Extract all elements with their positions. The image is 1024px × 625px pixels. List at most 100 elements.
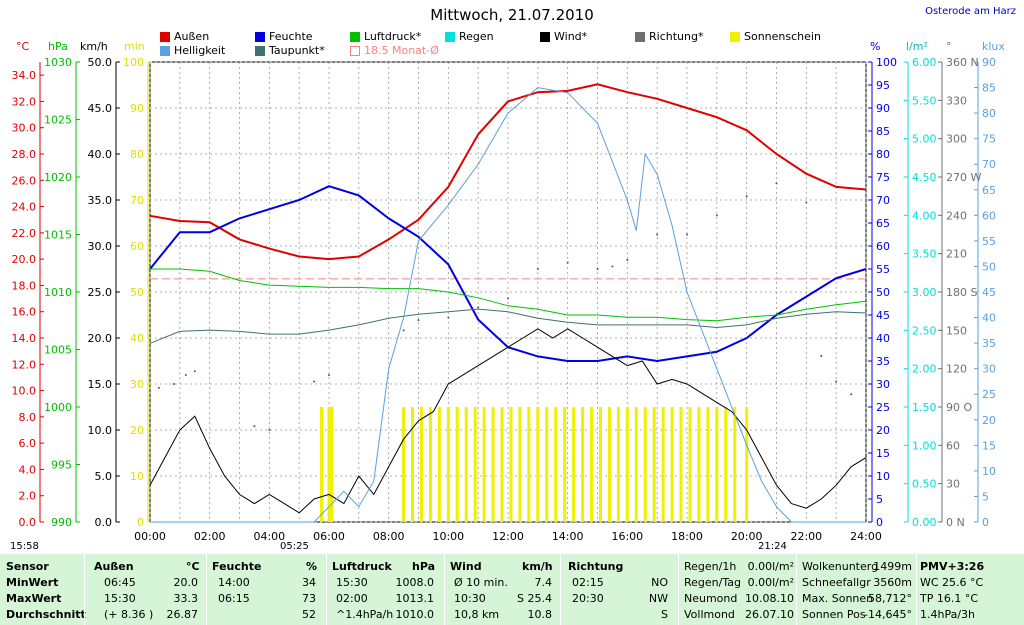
tick-label-klux: 85 bbox=[982, 82, 996, 95]
pmv-value: TP 16.1 °C bbox=[920, 592, 979, 605]
legend-label: Sonnenschein bbox=[744, 30, 821, 43]
sky-value: 1499m bbox=[873, 560, 912, 573]
weather-chart: 00:00 02:00 04:00 06:00 08:00 10:00 12:00 14:00… bbox=[12, 56, 997, 543]
tick-label-press: 1005 bbox=[44, 344, 72, 357]
direction-point bbox=[566, 261, 569, 264]
legend-swatch bbox=[255, 31, 265, 42]
chart-title: Mittwoch, 21.07.2010 bbox=[430, 6, 594, 24]
tick-label-pct: 90 bbox=[876, 102, 890, 115]
tick-label-rain: 4.00 bbox=[912, 209, 937, 222]
tick-label-temp: 2.0 bbox=[19, 490, 37, 503]
summary-cell-label: MinWert bbox=[6, 576, 59, 589]
summary-cell-l_time: 02:00 bbox=[336, 592, 368, 605]
hdr-wind: Wind bbox=[450, 560, 482, 573]
legend-item: Richtung* bbox=[635, 30, 703, 43]
direction-point bbox=[611, 265, 614, 268]
legend-label: Außen bbox=[174, 30, 210, 43]
unit-min: min bbox=[124, 40, 145, 53]
rain-moon-label: Neumond bbox=[684, 592, 738, 605]
summary-cell-l_val: 1010.0 bbox=[395, 608, 435, 621]
tick-label-dir: 0 N bbox=[946, 516, 965, 529]
tick-label-pct: 20 bbox=[876, 424, 890, 437]
summary-cell-f_val: 52 bbox=[302, 608, 316, 621]
direction-point bbox=[328, 374, 330, 377]
legend-label: Feuchte bbox=[269, 30, 313, 43]
summary-cell-w_val: S 25.4 bbox=[517, 592, 552, 605]
pmv-value: WC 25.6 °C bbox=[920, 576, 984, 589]
legend-label: 18.5 Monat-Ø bbox=[364, 44, 439, 57]
tick-label-rain: 2.50 bbox=[912, 324, 937, 337]
legend-swatch bbox=[350, 31, 360, 42]
direction-point bbox=[745, 195, 748, 198]
tick-label-press: 990 bbox=[51, 516, 72, 529]
tick-label-rain: 3.00 bbox=[912, 286, 937, 299]
sunrise-time: 05:25 bbox=[280, 541, 309, 552]
tick-label-klux: 65 bbox=[982, 184, 996, 197]
sky-label: Max. Sonnen bbox=[802, 592, 874, 605]
direction-point bbox=[715, 214, 718, 217]
sky-value: 58,712° bbox=[868, 592, 912, 605]
x-tick-label: 00:00 bbox=[134, 530, 166, 543]
tick-label-min: 100 bbox=[123, 56, 144, 69]
tick-label-pct: 80 bbox=[876, 148, 890, 161]
summary-table: Sensor Außen °C Feuchte % Luftdruck hPa … bbox=[0, 554, 1024, 625]
tick-label-temp: 6.0 bbox=[19, 437, 37, 450]
tick-label-klux: 0 bbox=[982, 516, 989, 529]
pmv-value: 1.4hPa/3h bbox=[920, 608, 976, 621]
tick-label-klux: 90 bbox=[982, 56, 996, 69]
direction-point bbox=[447, 316, 450, 319]
legend-swatch bbox=[350, 45, 360, 56]
tick-label-dir: 180 S bbox=[946, 286, 977, 299]
tick-label-rain: 5.50 bbox=[912, 94, 937, 107]
summary-divider bbox=[326, 554, 327, 625]
legend-swatch bbox=[540, 31, 550, 42]
x-tick-label: 06:00 bbox=[313, 530, 345, 543]
legend-item: 18.5 Monat-Ø bbox=[350, 44, 439, 57]
direction-point bbox=[417, 319, 420, 322]
tick-label-press: 1020 bbox=[44, 171, 72, 184]
hdr-sensor: Sensor bbox=[6, 560, 49, 573]
legend-label: Regen bbox=[459, 30, 494, 43]
legend-item: Luftdruck* bbox=[350, 30, 421, 43]
tick-label-klux: 45 bbox=[982, 286, 996, 299]
tick-label-min: 80 bbox=[130, 148, 144, 161]
hdr-richtung: Richtung bbox=[568, 560, 624, 573]
summary-divider bbox=[206, 554, 207, 625]
tick-label-min: 60 bbox=[130, 240, 144, 253]
hdr-feuchte: Feuchte bbox=[212, 560, 262, 573]
sunset-time: 21:24 bbox=[758, 541, 787, 552]
hdr-wind-unit: km/h bbox=[522, 560, 553, 573]
summary-cell-a_val: 33.3 bbox=[173, 592, 199, 605]
tick-label-klux: 5 bbox=[982, 490, 989, 503]
tick-label-klux: 30 bbox=[982, 363, 996, 376]
legend-swatch bbox=[160, 31, 170, 42]
tick-label-klux: 35 bbox=[982, 337, 996, 350]
tick-label-dir: 60 bbox=[946, 439, 960, 452]
legend-swatch bbox=[255, 45, 265, 56]
legend-swatch bbox=[730, 31, 740, 42]
legend-label: Taupunkt* bbox=[269, 44, 325, 57]
summary-cell-w_val: 10.8 bbox=[527, 608, 553, 621]
tick-label-dir: 210 bbox=[946, 248, 967, 261]
tick-label-pct: 30 bbox=[876, 378, 890, 391]
tick-label-press: 1015 bbox=[44, 229, 72, 242]
tick-label-klux: 15 bbox=[982, 439, 996, 452]
tick-label-dir: 240 bbox=[946, 209, 967, 222]
station-link[interactable]: Osterode am Harz bbox=[925, 6, 1016, 17]
legend-item: Feuchte bbox=[255, 30, 313, 43]
sky-value: -14,645° bbox=[864, 608, 912, 621]
direction-point bbox=[253, 425, 256, 428]
tick-label-press: 1000 bbox=[44, 401, 72, 414]
legend-item: Wind* bbox=[540, 30, 587, 43]
series-taupunkt bbox=[149, 308, 867, 344]
tick-label-klux: 10 bbox=[982, 465, 996, 478]
summary-cell-w_val: 7.4 bbox=[534, 576, 553, 589]
tick-label-temp: 16.0 bbox=[12, 306, 37, 319]
summary-divider bbox=[560, 554, 561, 625]
tick-label-min: 0 bbox=[137, 516, 144, 529]
tick-label-dir: 120 bbox=[946, 363, 967, 376]
x-tick-label: 24:00 bbox=[850, 530, 882, 543]
tick-label-pct: 5 bbox=[876, 493, 883, 506]
x-tick-label: 10:00 bbox=[432, 530, 464, 543]
tick-label-rain: 4.50 bbox=[912, 171, 937, 184]
